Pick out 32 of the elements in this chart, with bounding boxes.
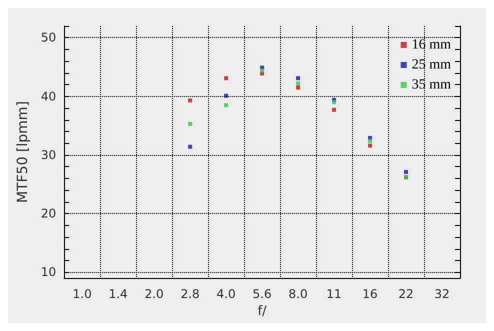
y-tick-label: 40 (40, 89, 56, 104)
y-axis-title: MTF50 [lpmm] (15, 101, 31, 204)
point (296, 81, 300, 86)
x-tick-label: 1.0 (72, 287, 92, 302)
point (296, 86, 300, 90)
x-tick-label: 2.8 (180, 287, 200, 302)
x-tick-label: 32 (434, 287, 450, 302)
point (260, 68, 264, 73)
point (224, 76, 228, 80)
point (224, 103, 228, 108)
point (332, 108, 336, 112)
x-tick-label: 8.0 (288, 287, 308, 302)
y-tick-label: 20 (40, 206, 56, 221)
x-axis-title: f/ (258, 304, 268, 319)
point (188, 144, 192, 149)
x-tick-label: 4.0 (216, 287, 236, 302)
point (332, 100, 336, 104)
point (188, 122, 192, 126)
x-tick-label: 16 (362, 287, 378, 302)
x-tick-label: 22 (398, 287, 414, 302)
point (368, 138, 372, 143)
point (404, 170, 408, 174)
x-tick-label: 1.4 (108, 287, 128, 302)
y-tick-label: 30 (40, 148, 56, 162)
x-tick-label: 2.0 (144, 287, 164, 302)
y-tick-label: 10 (40, 265, 56, 280)
x-tick-label: 5.6 (252, 287, 272, 302)
point (368, 144, 372, 148)
point (188, 98, 192, 102)
y-tick-label: 50 (40, 30, 56, 45)
x-tick-label: 11 (326, 287, 342, 302)
point (296, 76, 300, 80)
